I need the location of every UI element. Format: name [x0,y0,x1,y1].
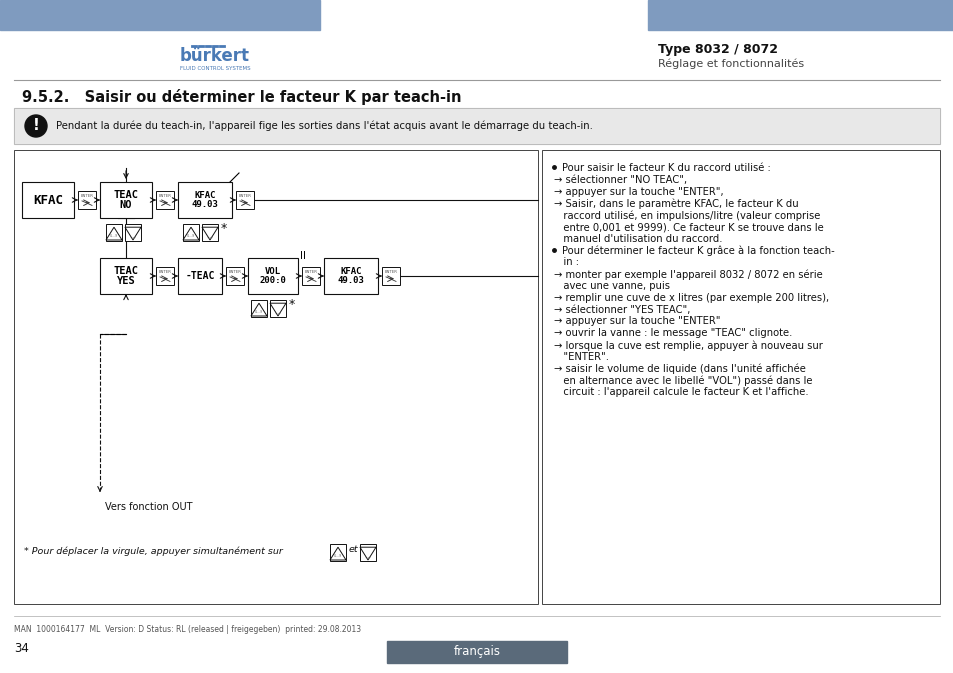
Circle shape [25,115,47,137]
Text: 0....9: 0....9 [334,554,341,558]
Text: "ENTER".: "ENTER". [554,352,608,362]
Bar [156,191,173,209]
Bar [387,641,566,663]
Bar [381,267,399,285]
Text: YES: YES [116,276,135,286]
Text: KFAC: KFAC [33,194,63,207]
Text: * Pour déplacer la virgule, appuyer simultanément sur: * Pour déplacer la virgule, appuyer simu… [24,546,282,556]
Bar [330,544,346,561]
Text: et: et [349,545,358,554]
Text: -TEAC: -TEAC [185,271,214,281]
Text: ....→: ....→ [130,235,136,239]
Text: ENTER: ENTER [229,271,241,275]
Text: ....→: ....→ [274,311,281,315]
Text: Réglage et fonctionnalités: Réglage et fonctionnalités [658,59,803,69]
Text: français: français [453,645,500,658]
Bar [178,258,222,294]
Bar [0,0,319,30]
Bar [202,224,218,241]
Text: en alternance avec le libellé "VOL") passé dans le: en alternance avec le libellé "VOL") pas… [554,376,812,386]
Text: ENTER: ENTER [384,271,397,275]
Bar [14,150,537,604]
Bar [156,267,173,285]
Text: Pour déterminer le facteur K grâce à la fonction teach-: Pour déterminer le facteur K grâce à la … [561,246,834,256]
Text: ENTER: ENTER [158,194,172,199]
Text: NO: NO [120,200,132,210]
Bar [270,300,286,317]
Bar [647,0,953,30]
Text: → monter par exemple l'appareil 8032 / 8072 en série: → monter par exemple l'appareil 8032 / 8… [554,269,821,280]
Text: avec une vanne, puis: avec une vanne, puis [554,281,669,291]
Text: ....→: ....→ [364,555,371,559]
Bar [183,224,199,241]
Text: → saisir le volume de liquide (dans l'unité affichée: → saisir le volume de liquide (dans l'un… [554,363,805,374]
Text: ENTER: ENTER [304,271,317,275]
Bar [226,267,244,285]
Bar [78,191,96,209]
Text: 200:0: 200:0 [259,276,286,285]
Bar [235,191,253,209]
Text: *: * [221,222,227,235]
Bar [248,258,297,294]
Text: VOL: VOL [265,267,281,276]
Bar [541,150,939,604]
Text: KFAC: KFAC [340,267,361,276]
Text: ENTER: ENTER [80,194,93,199]
Bar [106,224,122,241]
Text: 0....9: 0....9 [254,310,263,314]
Text: → Saisir, dans le paramètre KFAC, le facteur K du: → Saisir, dans le paramètre KFAC, le fac… [554,199,798,209]
Text: ENTER: ENTER [238,194,252,199]
Text: Vers fonction OUT: Vers fonction OUT [105,502,193,512]
Text: → appuyer sur la touche "ENTER",: → appuyer sur la touche "ENTER", [554,186,723,197]
Text: 49.03: 49.03 [337,276,364,285]
Text: Type 8032 / 8072: Type 8032 / 8072 [658,44,778,57]
Text: 0....9: 0....9 [110,234,118,238]
Bar [22,182,74,218]
Bar [302,267,319,285]
Text: *: * [289,298,294,311]
Text: 49.03: 49.03 [192,200,218,209]
Text: → sélectionner "NO TEAC",: → sélectionner "NO TEAC", [554,175,686,185]
Text: !: ! [32,118,39,133]
Text: in :: in : [554,257,578,267]
Bar [14,108,939,144]
Text: → ouvrir la vanne : le message "TEAC" clignote.: → ouvrir la vanne : le message "TEAC" cl… [554,328,792,339]
Text: circuit : l'appareil calcule le facteur K et l'affiche.: circuit : l'appareil calcule le facteur … [554,387,808,397]
Bar [14,108,939,144]
Bar [125,224,141,241]
Text: TEAC: TEAC [113,190,138,201]
Text: manuel d'utilisation du raccord.: manuel d'utilisation du raccord. [554,234,721,244]
Text: KFAC: KFAC [194,191,215,201]
Text: → appuyer sur la touche "ENTER": → appuyer sur la touche "ENTER" [554,316,720,326]
Bar [178,182,232,218]
Text: → sélectionner "YES TEAC",: → sélectionner "YES TEAC", [554,305,690,314]
Text: bürkert: bürkert [180,47,250,65]
Text: MAN  1000164177  ML  Version: D Status: RL (released | freigegeben)  printed: 29: MAN 1000164177 ML Version: D Status: RL … [14,625,361,633]
Text: ....→: ....→ [207,235,213,239]
Text: FLUID CONTROL SYSTEMS: FLUID CONTROL SYSTEMS [179,65,250,71]
Text: raccord utilisé, en impulsions/litre (valeur comprise: raccord utilisé, en impulsions/litre (va… [554,210,820,221]
Bar [359,544,375,561]
Text: Pendant la durée du teach-in, l'appareil fige les sorties dans l'état acquis ava: Pendant la durée du teach-in, l'appareil… [56,120,592,131]
Text: → lorsque la cuve est remplie, appuyer à nouveau sur: → lorsque la cuve est remplie, appuyer à… [554,340,822,351]
Text: TEAC: TEAC [113,267,138,276]
Text: 9.5.2.   Saisir ou déterminer le facteur K par teach-in: 9.5.2. Saisir ou déterminer le facteur K… [22,89,461,105]
Text: ENTER: ENTER [158,271,172,275]
Text: 0....9: 0....9 [187,234,194,238]
Bar [324,258,377,294]
Bar [100,258,152,294]
Text: Pour saisir le facteur K du raccord utilisé :: Pour saisir le facteur K du raccord util… [561,163,770,173]
Text: 34: 34 [14,641,29,655]
Text: → remplir une cuve de x litres (par exemple 200 litres),: → remplir une cuve de x litres (par exem… [554,293,828,303]
Text: entre 0,001 et 9999). Ce facteur K se trouve dans le: entre 0,001 et 9999). Ce facteur K se tr… [554,222,822,232]
Bar [100,182,152,218]
Bar [251,300,267,317]
